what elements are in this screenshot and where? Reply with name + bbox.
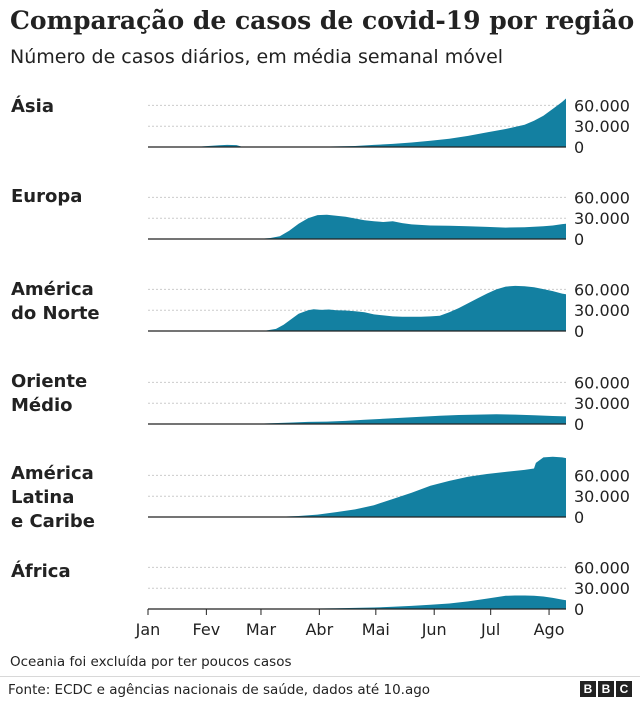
region-label: Oriente — [11, 371, 87, 392]
y-tick-label: 60.000 — [574, 373, 630, 392]
region-label: e Caribe — [11, 511, 95, 532]
source-text: Fonte: ECDC e agências nacionais de saúd… — [8, 682, 431, 698]
bbc-logo: B B C — [580, 681, 632, 697]
y-tick-label: 0 — [574, 415, 584, 434]
series-area — [148, 214, 566, 239]
x-tick-label: Ago — [534, 620, 565, 639]
y-tick-label: 30.000 — [574, 394, 630, 413]
y-tick-label: 30.000 — [574, 117, 630, 136]
bbc-logo-letter: C — [616, 681, 632, 697]
series-area — [148, 285, 566, 331]
footnote: Oceania foi excluída por ter poucos caso… — [10, 654, 292, 670]
series-area — [148, 414, 566, 424]
region-label: América — [11, 279, 94, 300]
y-tick-label: 60.000 — [574, 466, 630, 485]
chart-title: Comparação de casos de covid-19 por regi… — [10, 6, 635, 35]
region-label: Europa — [11, 186, 82, 207]
y-tick-label: 0 — [574, 322, 584, 341]
footer-divider — [0, 676, 640, 677]
series-area — [148, 456, 566, 517]
bbc-logo-letter: B — [598, 681, 614, 697]
y-tick-label: 30.000 — [574, 301, 630, 320]
x-tick-label: Jul — [480, 620, 500, 639]
region-label: América — [11, 463, 94, 484]
y-tick-label: 0 — [574, 600, 584, 619]
x-tick-label: Fev — [193, 620, 221, 639]
x-tick-label: Abr — [305, 620, 333, 639]
y-tick-label: 30.000 — [574, 209, 630, 228]
area-charts-panel: 0 30.000 60.000 Ásia 0 30.000 60.000 Europa 0 30.… — [11, 95, 630, 639]
y-tick-label: 60.000 — [574, 96, 630, 115]
region-label: Latina — [11, 487, 74, 508]
region-label: do Norte — [11, 303, 100, 324]
region-label: Médio — [11, 395, 73, 416]
series-area — [148, 98, 566, 147]
y-tick-label: 30.000 — [574, 579, 630, 598]
region-label: África — [11, 560, 71, 582]
y-tick-label: 60.000 — [574, 188, 630, 207]
y-tick-label: 60.000 — [574, 280, 630, 299]
series-area — [148, 595, 566, 609]
x-tick-label: Jan — [135, 620, 161, 639]
y-tick-label: 0 — [574, 508, 584, 527]
y-tick-label: 60.000 — [574, 558, 630, 577]
x-tick-label: Mar — [246, 620, 277, 639]
bbc-logo-letter: B — [580, 681, 596, 697]
region-label: Ásia — [11, 95, 54, 117]
x-tick-label: Mai — [362, 620, 390, 639]
y-tick-label: 0 — [574, 230, 584, 249]
y-tick-label: 30.000 — [574, 487, 630, 506]
y-tick-label: 0 — [574, 138, 584, 157]
chart-subtitle: Número de casos diários, em média semana… — [10, 46, 504, 68]
x-tick-label: Jun — [421, 620, 447, 639]
